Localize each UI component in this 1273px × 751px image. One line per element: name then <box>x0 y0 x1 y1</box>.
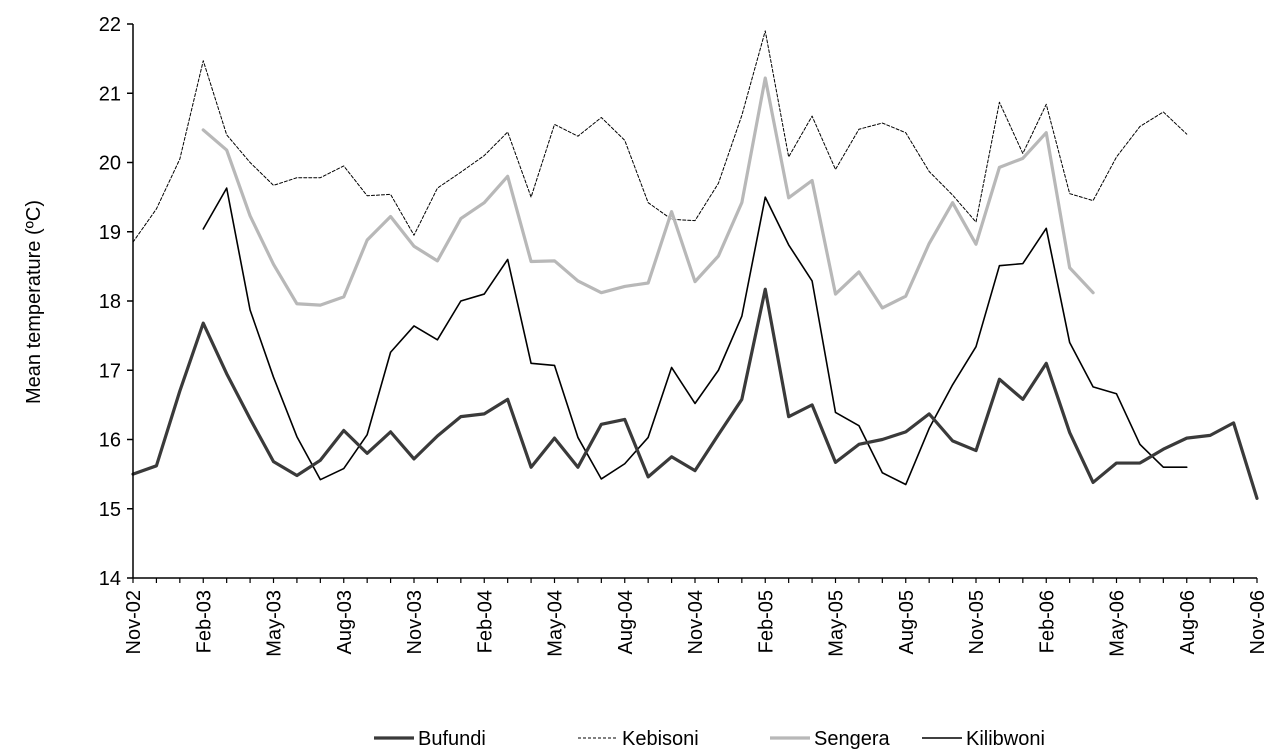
y-tick-label: 14 <box>99 568 121 590</box>
legend-label-kilibwoni: Kilibwoni <box>966 728 1045 750</box>
series-line-sengera <box>201 76 1095 310</box>
x-tick-label: Nov-02 <box>123 590 145 654</box>
x-tick-label: Aug-05 <box>896 590 918 655</box>
x-tick-label: May-03 <box>264 590 286 657</box>
y-tick-label: 15 <box>99 499 121 521</box>
series-line-kilibwoni <box>202 187 1188 486</box>
x-tick-label: Feb-06 <box>1036 590 1058 653</box>
x-tick-label: May-05 <box>826 590 848 657</box>
y-tick-label: 17 <box>99 360 121 382</box>
legend-label-kebisoni: Kebisoni <box>622 728 699 750</box>
series-layer <box>131 30 1259 500</box>
x-tick-label: Feb-05 <box>755 590 777 653</box>
legend-label-sengera: Sengera <box>814 728 890 750</box>
y-tick-label: 22 <box>99 14 121 36</box>
series-line-kebisoni <box>132 30 1188 243</box>
x-tick-label: Aug-04 <box>615 590 637 655</box>
x-tick-label: May-04 <box>545 590 567 657</box>
y-tick-label: 21 <box>99 83 121 105</box>
axes-layer: 14 15 16 17 18 19 20 21 22 Nov-02 Feb-03 May-03 Aug-… <box>99 14 1269 657</box>
x-tick-label: Aug-03 <box>334 590 356 655</box>
x-tick-label: Feb-03 <box>193 590 215 653</box>
x-tick-label: Nov-06 <box>1247 590 1269 654</box>
x-tick-label: Nov-05 <box>966 590 988 654</box>
legend-label-bufundi: Bufundi <box>418 728 486 750</box>
x-tick-label: Nov-03 <box>404 590 426 654</box>
y-tick-label: 18 <box>99 291 121 313</box>
x-tick-label: Nov-04 <box>685 590 707 654</box>
y-tick-label: 19 <box>99 222 121 244</box>
x-tick-label: May-06 <box>1107 590 1129 657</box>
y-tick-label: 20 <box>99 153 121 175</box>
series-line-bufundi <box>131 287 1259 500</box>
legend: Bufundi Kebisoni Sengera Kilibwoni <box>374 728 1045 750</box>
x-tick-label: Feb-04 <box>474 590 496 653</box>
y-tick-label: 16 <box>99 430 121 452</box>
y-axis-title: Mean temperature (ºC) <box>23 200 45 404</box>
x-tick-label: Aug-06 <box>1177 590 1199 655</box>
